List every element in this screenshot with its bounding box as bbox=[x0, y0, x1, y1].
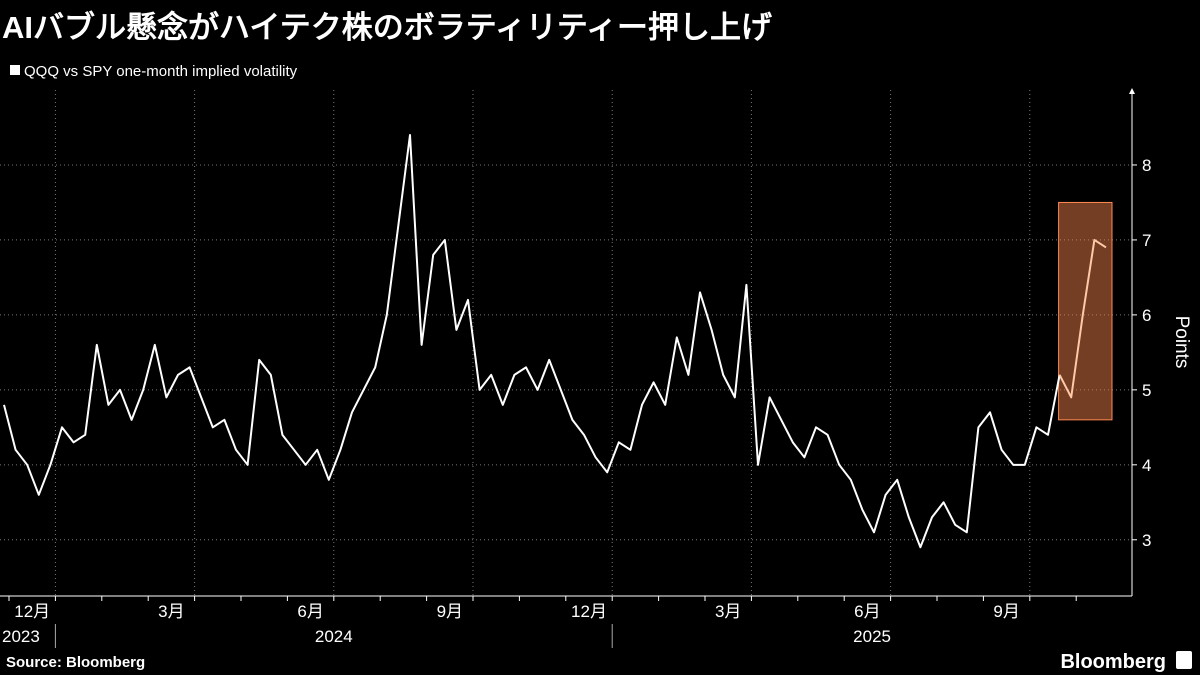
x-tick-label: 9月 bbox=[437, 602, 463, 621]
chart-title: AIバブル懸念がハイテク株のボラティリティー押し上げ bbox=[2, 10, 773, 45]
y-tick-label: 3 bbox=[1142, 531, 1151, 550]
year-label: 2025 bbox=[853, 627, 891, 646]
x-tick-label: 6月 bbox=[854, 602, 880, 621]
x-tick-label: 9月 bbox=[993, 602, 1019, 621]
highlight-box bbox=[1058, 201, 1113, 421]
x-tick-label: 12月 bbox=[14, 602, 50, 621]
x-tick-label: 12月 bbox=[571, 602, 607, 621]
brand-icon bbox=[1176, 651, 1192, 669]
y-axis-title: Points bbox=[1171, 316, 1192, 369]
y-tick-label: 4 bbox=[1142, 456, 1151, 475]
y-tick-label: 7 bbox=[1142, 231, 1151, 250]
year-label: 2024 bbox=[315, 627, 353, 646]
y-tick-label: 6 bbox=[1142, 306, 1151, 325]
y-tick-label: 8 bbox=[1142, 156, 1151, 175]
source: Source: Bloomberg bbox=[6, 654, 145, 671]
y-tick-label: 5 bbox=[1142, 381, 1151, 400]
legend-swatch bbox=[10, 65, 20, 75]
data-line-highlight bbox=[1058, 238, 1107, 399]
x-tick-label: 6月 bbox=[297, 602, 323, 621]
legend-label: QQQ vs SPY one-month implied volatility bbox=[24, 63, 298, 80]
brand: Bloomberg bbox=[1060, 651, 1166, 673]
x-tick-label: 3月 bbox=[715, 602, 741, 621]
y-axis-arrow bbox=[1129, 88, 1135, 94]
year-label: 2023 bbox=[2, 627, 40, 646]
x-tick-label: 3月 bbox=[158, 602, 184, 621]
data-line bbox=[3, 133, 1061, 549]
